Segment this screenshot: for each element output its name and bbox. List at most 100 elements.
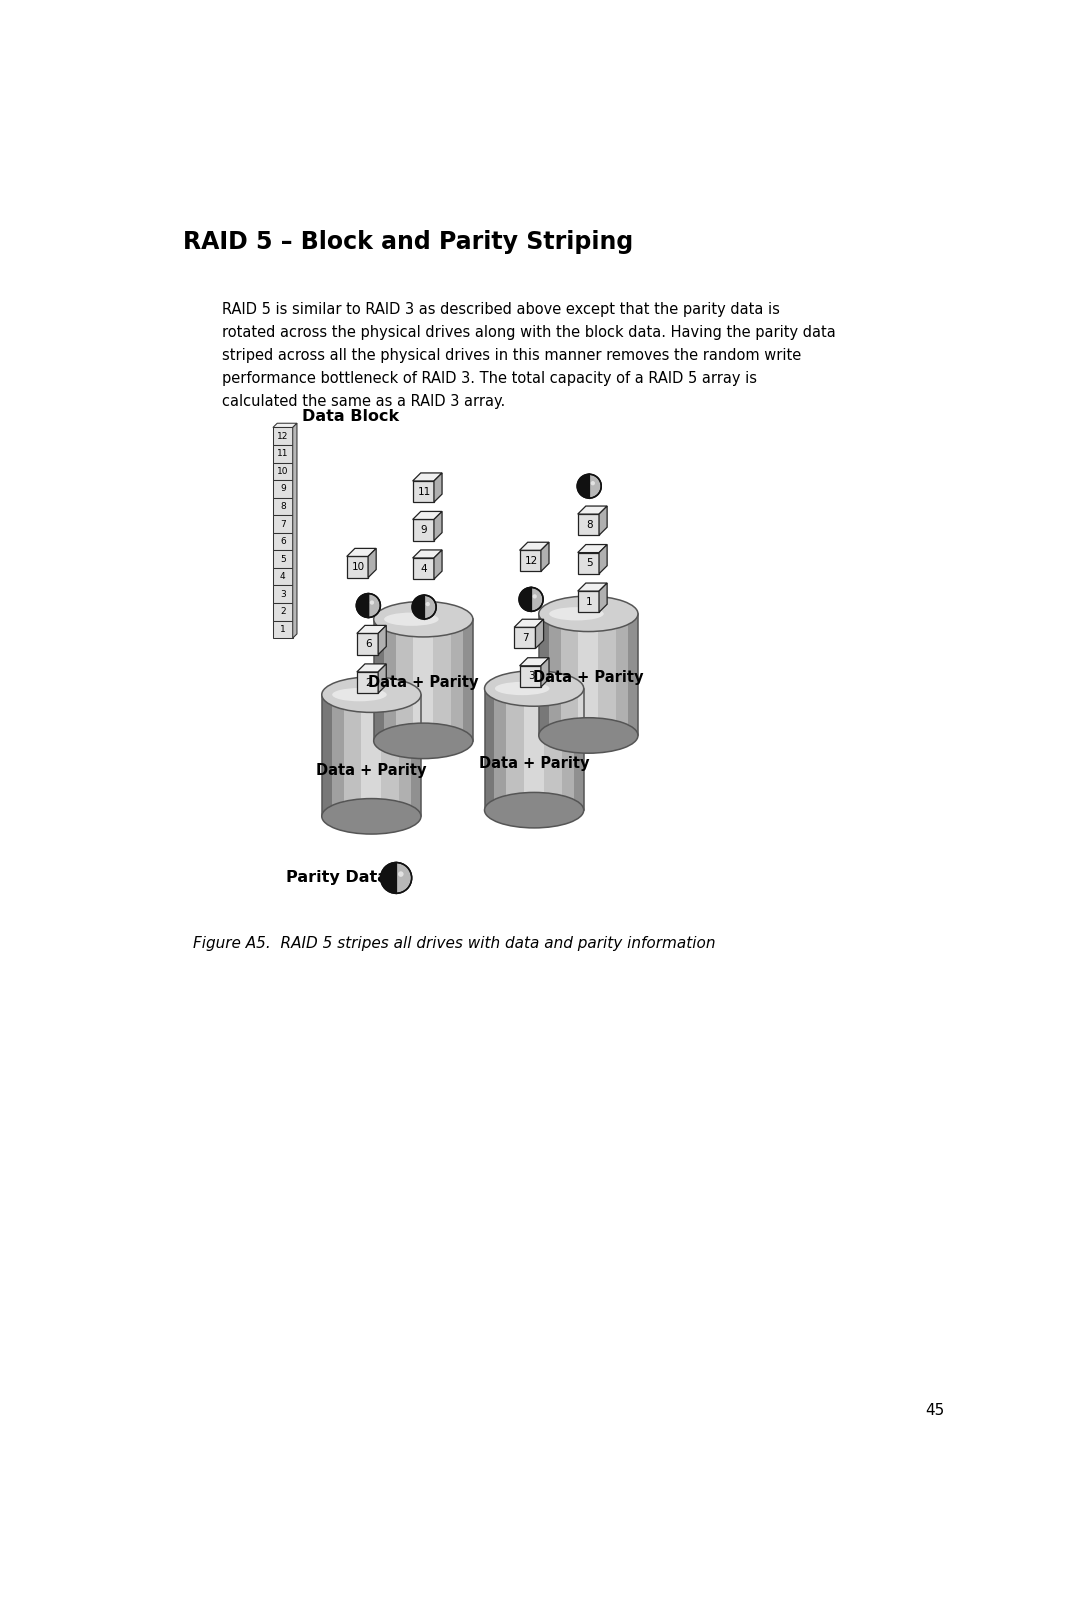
Ellipse shape — [374, 602, 473, 637]
Circle shape — [399, 872, 404, 877]
Polygon shape — [273, 424, 297, 427]
Polygon shape — [578, 591, 599, 612]
Text: 6: 6 — [365, 639, 372, 649]
Polygon shape — [539, 613, 549, 736]
Text: 9: 9 — [421, 526, 428, 536]
Polygon shape — [378, 626, 387, 655]
Text: 3: 3 — [528, 671, 535, 681]
Text: 4: 4 — [421, 563, 428, 573]
Polygon shape — [573, 689, 583, 811]
Polygon shape — [413, 519, 434, 540]
Polygon shape — [562, 689, 573, 811]
Polygon shape — [598, 613, 617, 736]
Polygon shape — [463, 620, 473, 741]
Polygon shape — [362, 694, 381, 817]
Text: 45: 45 — [926, 1403, 945, 1419]
Polygon shape — [413, 550, 442, 558]
Text: 2: 2 — [280, 607, 285, 616]
Polygon shape — [273, 498, 293, 515]
Polygon shape — [413, 481, 434, 502]
Wedge shape — [368, 594, 380, 618]
Polygon shape — [413, 472, 442, 481]
Polygon shape — [343, 694, 362, 817]
Text: 4: 4 — [280, 573, 285, 581]
Polygon shape — [273, 463, 293, 481]
Polygon shape — [374, 620, 473, 741]
Polygon shape — [561, 613, 579, 736]
Polygon shape — [617, 613, 629, 736]
Polygon shape — [273, 445, 293, 463]
Polygon shape — [539, 613, 638, 736]
Polygon shape — [356, 663, 387, 671]
Polygon shape — [434, 511, 442, 540]
Polygon shape — [273, 604, 293, 621]
Polygon shape — [273, 427, 293, 445]
Polygon shape — [578, 582, 607, 591]
Polygon shape — [347, 557, 368, 578]
Ellipse shape — [485, 671, 583, 705]
Text: Parity Data: Parity Data — [286, 870, 388, 885]
Text: rotated across the physical drives along with the block data. Having the parity : rotated across the physical drives along… — [221, 325, 836, 340]
Polygon shape — [524, 689, 544, 811]
Text: 8: 8 — [586, 519, 593, 529]
Polygon shape — [433, 620, 451, 741]
Text: 6: 6 — [280, 537, 286, 547]
Polygon shape — [578, 515, 599, 536]
Wedge shape — [590, 474, 602, 498]
Text: 9: 9 — [280, 484, 286, 493]
Polygon shape — [356, 626, 387, 633]
Ellipse shape — [374, 723, 473, 759]
Polygon shape — [579, 613, 598, 736]
Polygon shape — [293, 424, 297, 637]
Wedge shape — [424, 595, 436, 620]
Polygon shape — [541, 542, 549, 571]
Circle shape — [532, 594, 537, 599]
Polygon shape — [378, 663, 387, 693]
Polygon shape — [322, 694, 332, 817]
Polygon shape — [395, 620, 414, 741]
Ellipse shape — [322, 799, 421, 833]
Text: 11: 11 — [418, 487, 431, 497]
Text: 5: 5 — [586, 558, 593, 568]
Text: 11: 11 — [278, 450, 288, 458]
Text: RAID 5 – Block and Parity Striping: RAID 5 – Block and Parity Striping — [183, 230, 633, 254]
Polygon shape — [519, 665, 541, 688]
Wedge shape — [356, 594, 368, 618]
Text: RAID 5 is similar to RAID 3 as described above except that the parity data is: RAID 5 is similar to RAID 3 as described… — [221, 303, 780, 317]
Polygon shape — [414, 620, 433, 741]
Polygon shape — [519, 659, 549, 665]
Text: Data + Parity: Data + Parity — [534, 670, 644, 684]
Ellipse shape — [539, 595, 638, 631]
Polygon shape — [368, 549, 376, 578]
Polygon shape — [347, 549, 376, 557]
Circle shape — [591, 481, 595, 485]
Ellipse shape — [333, 688, 387, 701]
Polygon shape — [514, 620, 543, 628]
Text: 1: 1 — [280, 625, 286, 634]
Polygon shape — [411, 694, 421, 817]
Wedge shape — [577, 474, 590, 498]
Polygon shape — [599, 545, 607, 574]
Polygon shape — [383, 620, 395, 741]
Polygon shape — [413, 511, 442, 519]
Text: 7: 7 — [523, 633, 529, 642]
Polygon shape — [374, 620, 383, 741]
Polygon shape — [273, 515, 293, 532]
Text: 12: 12 — [278, 432, 288, 440]
Polygon shape — [356, 671, 378, 693]
Polygon shape — [578, 506, 607, 515]
Polygon shape — [599, 582, 607, 612]
Polygon shape — [541, 659, 549, 688]
Ellipse shape — [485, 793, 583, 828]
Polygon shape — [485, 689, 495, 811]
Polygon shape — [381, 694, 400, 817]
Wedge shape — [380, 862, 396, 893]
Polygon shape — [434, 472, 442, 502]
Text: Data Block: Data Block — [302, 409, 400, 424]
Polygon shape — [485, 689, 583, 811]
Polygon shape — [519, 550, 541, 571]
Polygon shape — [519, 542, 549, 550]
Polygon shape — [356, 633, 378, 655]
Polygon shape — [599, 506, 607, 536]
Polygon shape — [549, 613, 561, 736]
